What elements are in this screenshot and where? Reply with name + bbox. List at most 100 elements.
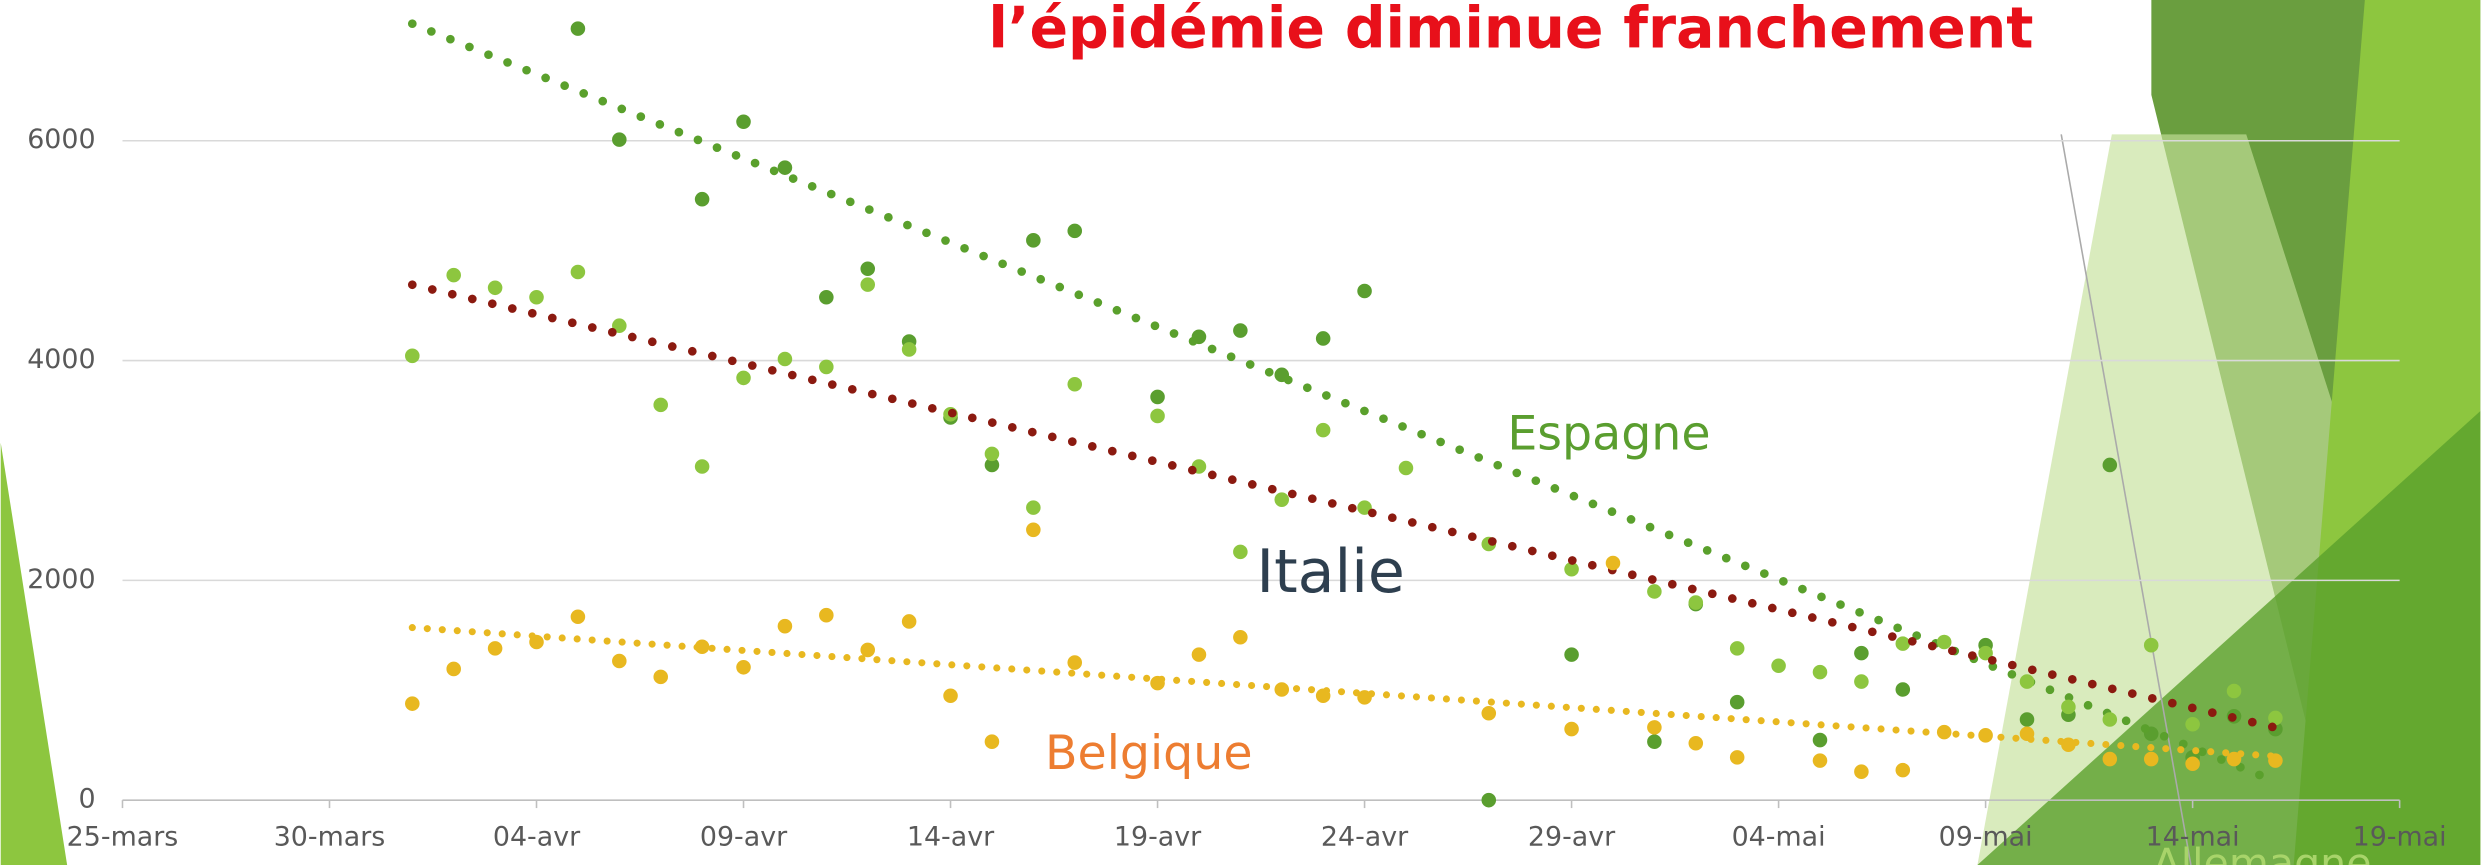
data-point	[902, 342, 917, 357]
data-point	[405, 349, 420, 364]
x-tick-label: 14-avr	[907, 822, 995, 853]
data-point	[1067, 224, 1082, 239]
chart: 020004000600025-mars30-mars04-avr09-avr1…	[0, 0, 2481, 865]
trend-line	[412, 628, 2275, 757]
data-point	[1606, 556, 1621, 571]
y-tick-label: 2000	[27, 564, 95, 595]
y-tick-label: 0	[78, 784, 95, 815]
data-point	[2185, 757, 2200, 772]
x-tick-label: 09-avr	[700, 822, 788, 853]
data-point	[1896, 763, 1911, 778]
data-point	[488, 641, 503, 656]
data-point	[571, 265, 586, 280]
data-point	[1730, 695, 1745, 710]
data-point	[1813, 665, 1828, 680]
data-point	[446, 268, 461, 283]
data-point	[736, 660, 751, 675]
data-point	[695, 192, 710, 207]
data-point	[1233, 630, 1248, 645]
data-point	[985, 447, 1000, 462]
series-label: Espagne	[1507, 406, 1710, 461]
data-point	[695, 459, 710, 474]
data-point	[1233, 323, 1248, 338]
data-point	[1771, 658, 1786, 673]
y-tick-label: 6000	[27, 124, 95, 155]
data-point	[778, 160, 793, 175]
data-point	[902, 614, 917, 629]
data-point	[778, 352, 793, 367]
data-point	[653, 670, 668, 685]
data-point	[1937, 635, 1952, 650]
data-point	[1689, 736, 1704, 751]
data-point	[2144, 638, 2159, 653]
data-point	[1067, 655, 1082, 670]
data-point	[2103, 712, 2118, 727]
data-point	[1481, 706, 1496, 721]
deco-shape	[1, 443, 67, 865]
y-tick-label: 4000	[27, 344, 95, 375]
data-point	[778, 619, 793, 634]
data-point	[2061, 700, 2076, 715]
data-point	[1399, 461, 1414, 476]
data-point	[860, 262, 875, 277]
data-point	[2020, 674, 2035, 689]
data-point	[1233, 545, 1248, 560]
data-point	[860, 643, 875, 658]
data-point	[1896, 682, 1911, 697]
data-point	[819, 290, 834, 305]
data-point	[446, 662, 461, 677]
page: {"chart_data": {"type": "scatter", "titl…	[0, 0, 2481, 865]
data-point	[985, 734, 1000, 749]
x-tick-label: 04-mai	[1732, 822, 1826, 853]
data-point	[1026, 523, 1041, 538]
data-point	[612, 654, 627, 669]
data-point	[1150, 390, 1165, 405]
data-point	[571, 609, 586, 624]
data-point	[1813, 733, 1828, 748]
data-point	[1274, 492, 1289, 507]
data-point	[1813, 753, 1828, 768]
data-point	[2020, 712, 2035, 727]
data-point	[1647, 734, 1662, 749]
data-point	[943, 688, 958, 703]
data-point	[1564, 722, 1579, 737]
data-point	[1854, 764, 1869, 779]
data-point	[1316, 331, 1331, 346]
data-point	[488, 281, 503, 296]
data-point	[1647, 720, 1662, 735]
trend-line	[412, 24, 2275, 782]
data-point	[1192, 647, 1207, 662]
data-point	[2103, 752, 2118, 767]
data-point	[405, 696, 420, 711]
data-point	[1316, 423, 1331, 438]
data-point	[1357, 284, 1372, 299]
data-point	[736, 114, 751, 129]
data-point	[529, 290, 544, 305]
data-point	[1896, 636, 1911, 651]
data-point	[2185, 717, 2200, 732]
chart-title: l’épidémie diminue franchement	[988, 0, 2033, 61]
data-point	[1481, 793, 1496, 808]
x-tick-label: 30-mars	[274, 822, 386, 853]
data-point	[2227, 684, 2242, 699]
data-point	[819, 608, 834, 623]
data-point	[860, 277, 875, 292]
data-point	[1067, 377, 1082, 392]
x-tick-label: 09-mai	[1939, 822, 2033, 853]
data-point	[1026, 500, 1041, 515]
data-point	[1564, 647, 1579, 662]
data-point	[819, 360, 834, 375]
trend-line	[412, 285, 2275, 728]
data-point	[736, 371, 751, 386]
data-point	[1730, 750, 1745, 765]
data-point	[1150, 409, 1165, 424]
data-point	[2103, 458, 2118, 473]
data-point	[653, 398, 668, 413]
data-point	[612, 132, 627, 147]
data-point	[1689, 595, 1704, 610]
data-point	[1026, 233, 1041, 248]
x-tick-label: 25-mars	[67, 822, 179, 853]
x-tick-label: 19-avr	[1114, 822, 1202, 853]
data-point	[1730, 641, 1745, 656]
data-point	[1647, 584, 1662, 599]
